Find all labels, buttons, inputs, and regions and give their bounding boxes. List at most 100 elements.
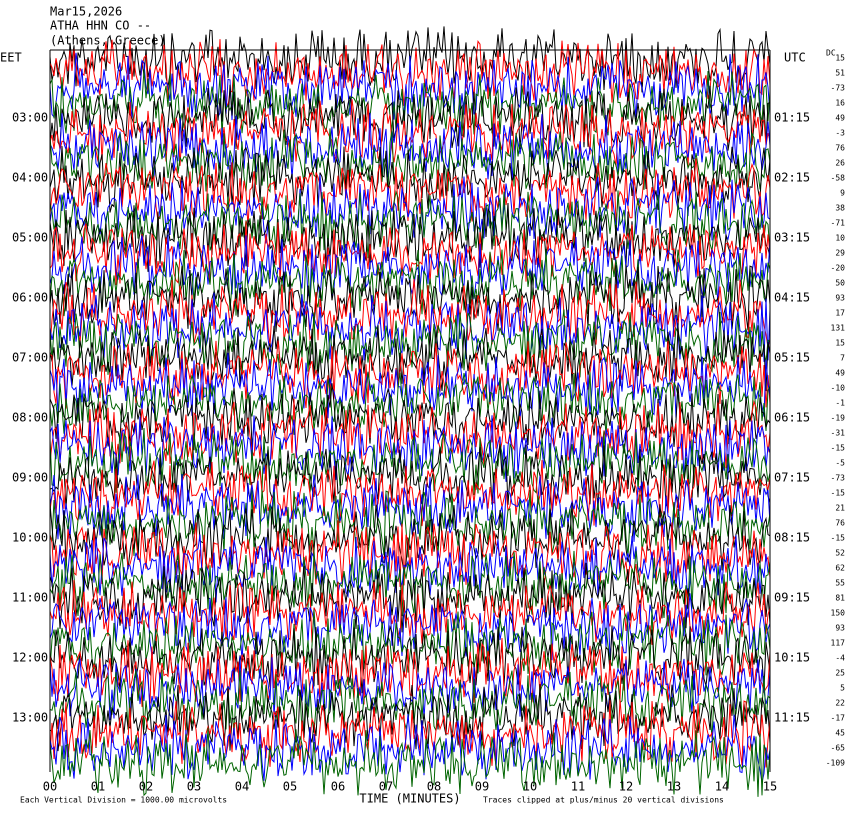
trace (49, 684, 771, 752)
dc-title: DC (826, 49, 836, 58)
trace (49, 562, 771, 633)
dc-value: -17 (831, 714, 846, 723)
dc-value: 10 (835, 234, 845, 243)
left-time-label: 07:00 (12, 351, 48, 365)
trace (49, 593, 771, 662)
dc-value: -5 (835, 459, 845, 468)
x-tick-label: 13 (667, 780, 681, 794)
dc-value: 150 (831, 609, 846, 618)
dc-value: -31 (831, 429, 846, 438)
trace (49, 309, 771, 378)
trace (49, 84, 771, 151)
trace (49, 371, 771, 437)
dc-value: 16 (835, 99, 845, 108)
trace (49, 727, 771, 797)
date: Mar15,2026 (50, 5, 122, 19)
left-time-label: 08:00 (12, 411, 48, 425)
left-time-label: 04:00 (12, 171, 48, 185)
x-tick-label: 03 (187, 780, 201, 794)
trace (49, 427, 771, 496)
x-tick-label: 14 (715, 780, 729, 794)
place: (Athens, Greece) (50, 34, 166, 48)
right-time-label: 05:15 (774, 351, 810, 365)
dc-value: 15 (835, 339, 845, 348)
trace (49, 264, 771, 332)
dc-value: 117 (831, 639, 846, 648)
x-tick-label: 02 (139, 780, 153, 794)
dc-value: -58 (831, 174, 846, 183)
dc-value: 45 (835, 729, 845, 738)
trace (49, 279, 771, 348)
traces (49, 26, 771, 797)
x-tick-label: 11 (571, 780, 585, 794)
trace (49, 474, 771, 542)
dc-value: 9 (840, 189, 845, 198)
x-tick-label: 05 (283, 780, 297, 794)
dc-value: -19 (831, 414, 846, 423)
dc-value: -4 (835, 654, 845, 663)
trace (49, 52, 771, 121)
trace (49, 158, 771, 227)
dc-value: 62 (835, 564, 845, 573)
left-time-label: 10:00 (12, 531, 48, 545)
dc-value: 29 (835, 249, 845, 258)
left-time-label: 11:00 (12, 591, 48, 605)
dc-value: -3 (835, 129, 845, 138)
x-tick-label: 07 (379, 780, 393, 794)
trace (49, 112, 771, 182)
dc-value: 26 (835, 159, 845, 168)
trace (49, 656, 771, 721)
x-tick-label: 10 (523, 780, 537, 794)
dc-value: -73 (831, 474, 846, 483)
right-time-label: 01:15 (774, 111, 810, 125)
dc-value: -15 (831, 534, 846, 543)
dc-value: 5 (840, 684, 845, 693)
trace (49, 189, 771, 259)
dc-value: 50 (835, 279, 845, 288)
x-tick-label: 00 (43, 780, 57, 794)
dc-value: 76 (835, 519, 845, 528)
trace (49, 352, 771, 421)
dc-value: -71 (831, 219, 846, 228)
trace (49, 249, 771, 317)
station: ATHA HHN CO -- (50, 19, 151, 33)
right-time-label: 10:15 (774, 651, 810, 665)
dc-value: 51 (835, 69, 845, 78)
trace (49, 173, 771, 244)
left-time-label: 06:00 (12, 291, 48, 305)
trace (49, 637, 771, 707)
right-time-label: 02:15 (774, 171, 810, 185)
dc-value: -15 (831, 444, 846, 453)
left-time-label: 13:00 (12, 711, 48, 725)
trace (49, 69, 771, 138)
x-tick-label: 01 (91, 780, 105, 794)
x-tick-label: 06 (331, 780, 345, 794)
dc-value: -65 (831, 744, 846, 753)
right-time-label: 04:15 (774, 291, 810, 305)
scale-note: Each Vertical Division = 1000.00 microvo… (20, 796, 227, 805)
right-time-label: 08:15 (774, 531, 810, 545)
left-time-label: 09:00 (12, 471, 48, 485)
x-tick-label: 08 (427, 780, 441, 794)
trace (49, 146, 771, 213)
dc-value: 93 (835, 624, 845, 633)
trace (49, 398, 771, 469)
trace (49, 340, 771, 409)
dc-value: 21 (835, 504, 845, 513)
left-time-label: 05:00 (12, 231, 48, 245)
right-zone: UTC (784, 51, 806, 65)
dc-value: -109 (826, 759, 845, 768)
dc-value: 76 (835, 144, 845, 153)
dc-value: -1 (835, 399, 845, 408)
trace (49, 460, 771, 529)
right-time-label: 03:15 (774, 231, 810, 245)
dc-value: 15 (835, 54, 845, 63)
dc-value: 131 (831, 324, 846, 333)
dc-value: -20 (831, 264, 846, 273)
right-time-label: 09:15 (774, 591, 810, 605)
left-time-label: 12:00 (12, 651, 48, 665)
left-time-label: 03:00 (12, 111, 48, 125)
x-tick-label: 12 (619, 780, 633, 794)
dc-value: -10 (831, 384, 846, 393)
trace (49, 415, 771, 482)
